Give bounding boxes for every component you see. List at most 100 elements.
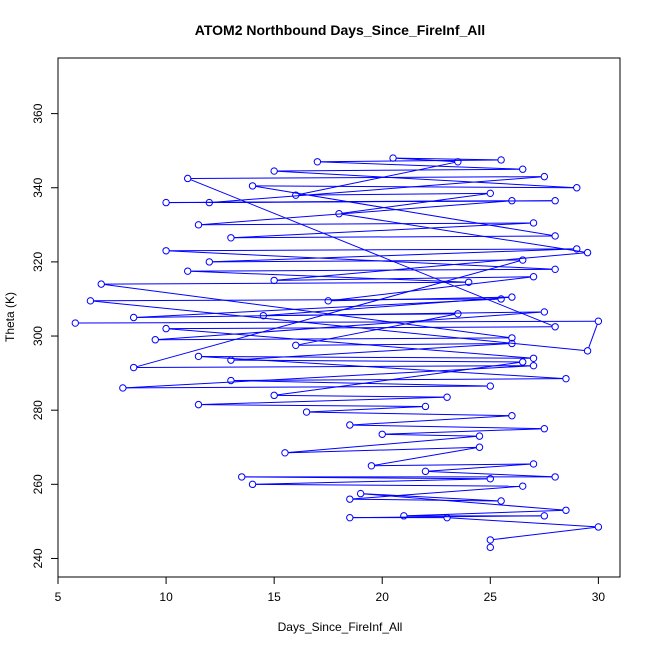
data-point <box>346 421 354 429</box>
data-point <box>205 198 214 207</box>
data-point <box>389 154 397 162</box>
series-line-segment <box>255 185 574 189</box>
series-line-segment <box>385 428 542 435</box>
data-point <box>573 184 581 192</box>
series-line-segment <box>331 276 531 301</box>
data-point <box>486 543 495 552</box>
series-line-segment <box>234 235 552 239</box>
series-line-segment <box>93 298 498 302</box>
data-point <box>551 197 559 205</box>
series-line-segment <box>104 284 509 338</box>
series-line-segment <box>136 260 520 368</box>
data-point <box>346 495 354 503</box>
series-line-segment <box>309 411 509 417</box>
series-line-segment <box>169 328 531 359</box>
data-point <box>454 310 462 318</box>
data-point <box>356 489 365 498</box>
series-line-segment <box>342 213 585 253</box>
y-tick-label: 260 <box>31 474 45 494</box>
data-point <box>162 198 170 207</box>
data-point <box>497 497 505 505</box>
series-line-segment <box>158 311 542 341</box>
series-line-segment <box>212 259 520 263</box>
data-point <box>454 158 462 166</box>
series-line-segment <box>234 359 520 363</box>
data-point <box>378 430 386 438</box>
data-point <box>302 408 311 416</box>
series-line-segment <box>352 485 520 500</box>
series-line-segment <box>266 296 509 316</box>
data-point <box>194 221 203 229</box>
y-tick-label: 280 <box>31 400 45 420</box>
series-line-segment <box>255 478 488 485</box>
data-point <box>529 273 538 281</box>
series-line-segment <box>277 168 520 172</box>
data-point <box>367 462 376 470</box>
data-point <box>194 400 203 409</box>
series-line-segment <box>104 281 466 285</box>
data-point <box>508 293 516 301</box>
data-point <box>194 352 203 361</box>
series-line-segment <box>190 270 466 283</box>
series-line-segment <box>212 176 542 203</box>
data-point <box>540 512 549 520</box>
y-tick-label: 320 <box>31 252 45 272</box>
series-line-segment <box>396 157 498 161</box>
series-line-segment <box>320 161 520 170</box>
series-line-segment <box>298 192 488 196</box>
data-point <box>151 336 159 344</box>
data-point <box>486 189 495 198</box>
data-point <box>529 460 538 468</box>
data-point <box>129 313 138 322</box>
series-line-segment <box>169 326 552 330</box>
series-line-segment <box>234 378 563 382</box>
data-point <box>519 482 527 490</box>
data-point <box>270 167 278 175</box>
y-tick-label: 340 <box>31 177 45 197</box>
series-line-segment <box>277 361 520 396</box>
x-axis-label: Days_Since_FireInf_All <box>278 620 403 634</box>
data-point <box>529 219 538 227</box>
data-point <box>486 382 495 390</box>
data-point <box>248 480 257 489</box>
x-tick-label: 20 <box>376 590 390 604</box>
data-point <box>583 347 592 355</box>
series-line-segment <box>385 433 477 437</box>
data-point <box>227 356 235 364</box>
data-point <box>400 512 408 520</box>
series-line-segment <box>201 404 423 407</box>
data-point <box>594 523 603 531</box>
data-point <box>486 475 495 483</box>
data-point <box>183 174 192 183</box>
data-point <box>519 165 527 173</box>
series-line-segment <box>363 493 498 502</box>
x-tick-label: 5 <box>55 590 62 604</box>
data-point <box>292 341 300 350</box>
series-line-segment <box>363 493 563 511</box>
data-point <box>313 158 322 166</box>
series-line-segment <box>588 324 598 349</box>
data-point <box>508 197 516 205</box>
data-point <box>551 473 559 481</box>
series-line-segment <box>428 470 552 478</box>
plot-area <box>71 154 603 552</box>
series-line-segment <box>288 435 477 454</box>
data-point <box>475 432 484 440</box>
data-point <box>335 210 343 218</box>
series-line-segment <box>353 498 498 502</box>
chart-title: ATOM2 Northbound Days_Since_FireInf_All <box>195 22 485 38</box>
series-line-segment <box>234 222 531 239</box>
series-line-segment <box>277 252 585 281</box>
data-point <box>540 308 549 316</box>
data-point <box>162 247 170 255</box>
series-line-segment <box>407 509 563 517</box>
data-point <box>227 234 235 242</box>
series-line-segment <box>288 446 477 454</box>
data-point <box>508 339 516 348</box>
x-tick-label: 25 <box>484 590 498 604</box>
data-point <box>594 317 603 325</box>
data-point <box>71 319 79 327</box>
series-line-segment <box>169 250 552 270</box>
series-line-segment <box>298 161 455 196</box>
data-point <box>475 443 484 451</box>
